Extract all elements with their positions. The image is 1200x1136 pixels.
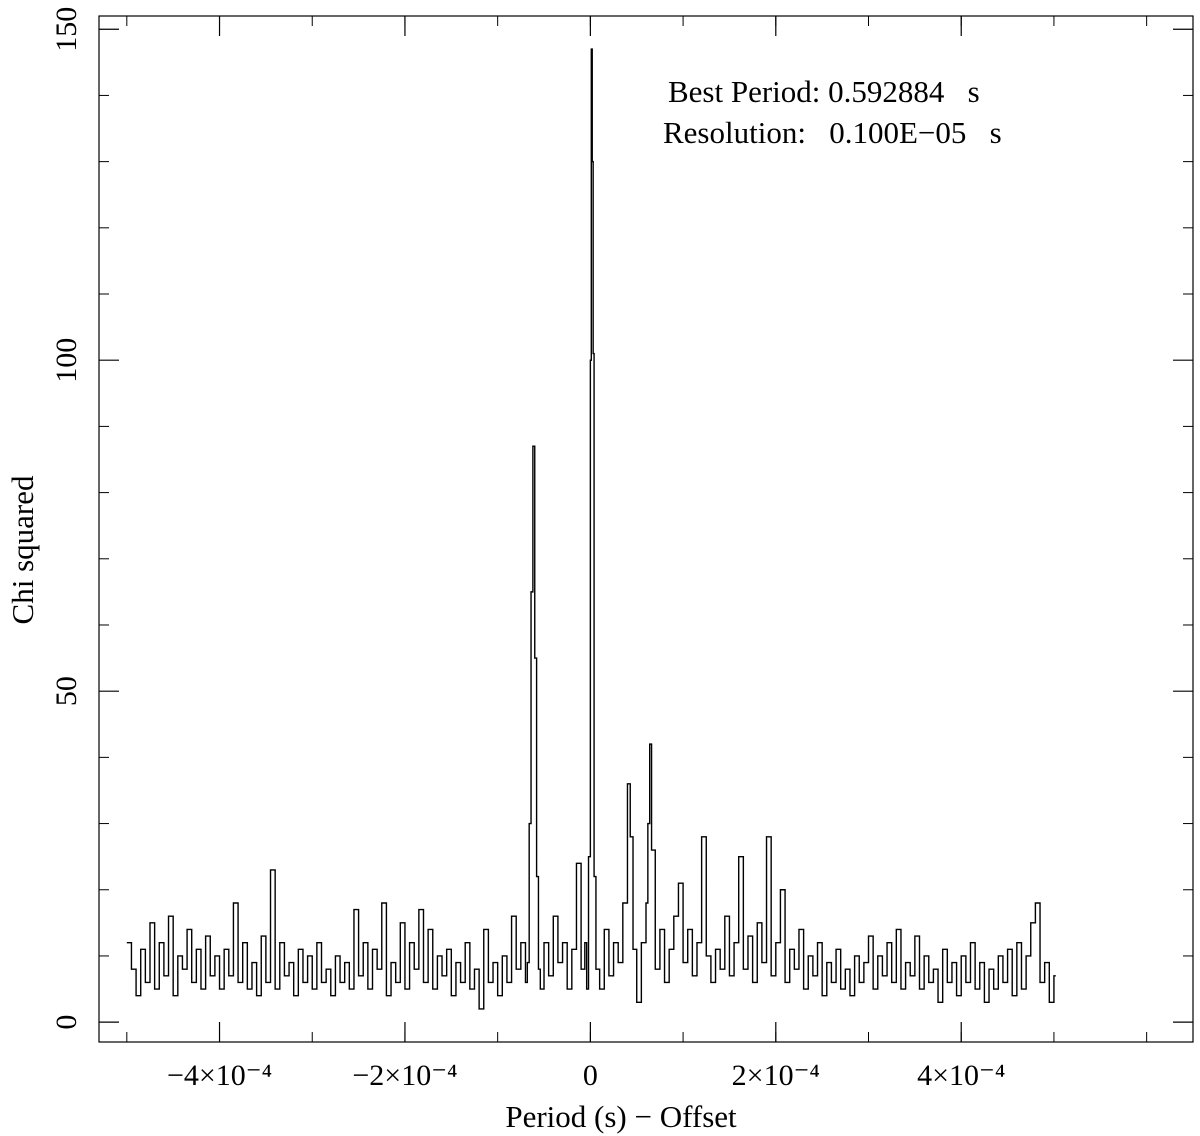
plot-frame	[98, 15, 1194, 1043]
x-tick-label: 2×10⁻⁴	[732, 1059, 820, 1092]
x-axis-title: Period (s) − Offset	[505, 1099, 737, 1134]
x-tick-label: 4×10⁻⁴	[917, 1059, 1005, 1092]
annotation-resolution: Resolution: 0.100E−05 s	[663, 115, 1002, 150]
y-tick-label: 100	[50, 338, 83, 383]
chi-squared-series-line	[126, 48, 1056, 1010]
y-axis-ticks: 0 50 100 150	[50, 7, 1193, 1030]
y-tick-label: 50	[50, 676, 83, 706]
x-tick-label: 0	[583, 1059, 598, 1092]
y-tick-label: 150	[50, 7, 83, 52]
x-tick-label: −2×10⁻⁴	[352, 1059, 457, 1092]
annotation-best-period: Best Period: 0.592884 s	[668, 74, 980, 109]
x-tick-label: −4×10⁻⁴	[167, 1059, 272, 1092]
x-axis-ticks: −4×10⁻⁴ −2×10⁻⁴ 0 2×10⁻⁴ 4×10⁻⁴	[126, 16, 1148, 1092]
y-axis-title: Chi squared	[5, 475, 40, 624]
y-tick-label: 0	[50, 1015, 83, 1030]
